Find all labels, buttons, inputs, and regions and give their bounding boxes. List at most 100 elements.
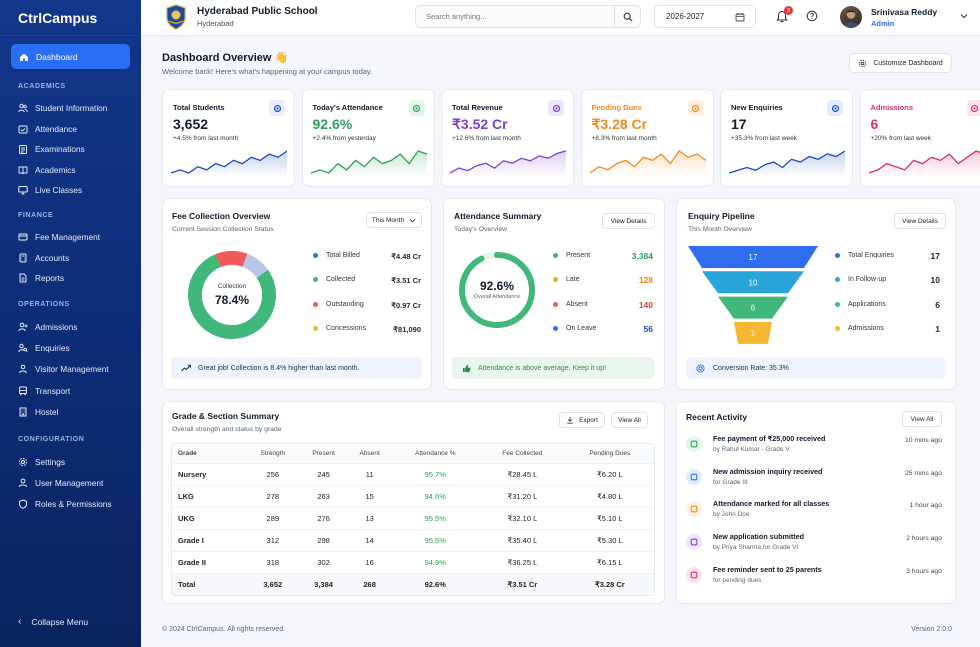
- search-input[interactable]: [416, 6, 606, 27]
- sidebar-item-reports[interactable]: Reports: [18, 271, 64, 285]
- kpi-card[interactable]: New Enquiries 17 +35.3% from last week: [720, 89, 853, 187]
- sidebar-item-hostel[interactable]: Hostel: [18, 405, 59, 419]
- table-cell: ₹28.45 L: [479, 462, 566, 485]
- table-cell: 278: [246, 484, 300, 507]
- help-icon[interactable]: [806, 10, 818, 22]
- sidebar-item-label: Accounts: [35, 253, 70, 263]
- kpi-card[interactable]: Total Students 3,652 +4.5% from last month: [162, 89, 295, 187]
- users-icon: [269, 100, 285, 116]
- sidebar-item-academics[interactable]: Academics: [18, 163, 76, 177]
- activity-item[interactable]: New application submitted by Priya Sharma…: [686, 532, 804, 551]
- top-bar: Hyderabad Public School Hyderabad 2026-2…: [141, 0, 980, 36]
- sidebar-item-settings[interactable]: Settings: [18, 455, 65, 469]
- table-row[interactable]: Nursery 256 245 11 95.7% ₹28.45 L ₹6.20 L: [172, 462, 654, 485]
- kpi-card[interactable]: Admissions 6 +20% from last week: [859, 89, 980, 187]
- activity-view-all-button[interactable]: View All: [902, 411, 942, 427]
- customize-dashboard-button[interactable]: Customize Dashboard: [849, 53, 952, 73]
- attendance-note-text: Attendance is above average. Keep it up!: [478, 364, 607, 372]
- sidebar-item-label: Visitor Management: [35, 364, 109, 374]
- table-cell: 94.9%: [391, 550, 480, 573]
- grade-table-header: Grade Strength Present Absent Attendance % Fe…: [172, 444, 654, 463]
- enquiry-view-details-button[interactable]: View Details: [894, 213, 946, 229]
- legend-dot: [313, 301, 318, 307]
- award-icon: [966, 100, 980, 116]
- sidebar-item-attendance[interactable]: Attendance: [18, 122, 77, 136]
- activity-time: 10 mins ago: [904, 437, 942, 444]
- chevron-down-icon[interactable]: [960, 12, 968, 20]
- alert-icon: [687, 100, 704, 116]
- collapse-menu-button[interactable]: ‹ Collapse Menu: [18, 616, 88, 627]
- fee-period-dropdown[interactable]: This Month: [366, 212, 422, 228]
- enquiry-legend-label: In Follow-up: [848, 276, 887, 284]
- sidebar-item-live-classes[interactable]: Live Classes: [18, 183, 82, 197]
- table-cell: 11: [347, 462, 392, 485]
- sidebar-item-transport[interactable]: Transport: [18, 384, 70, 398]
- sidebar-item-enquiries[interactable]: Enquiries: [18, 341, 70, 355]
- kpi-card[interactable]: Total Revenue ₹3.52 Cr +12.6% from last mo…: [441, 89, 574, 187]
- table-row[interactable]: Grade I 312 298 14 95.5% ₹35.40 L ₹5.30 L: [172, 528, 654, 551]
- search-button[interactable]: [614, 6, 640, 27]
- funnel-stage: [702, 271, 804, 294]
- sparkline-line: [868, 150, 980, 174]
- table-cell: 245: [299, 462, 348, 485]
- attendance-legend-label: Late: [566, 276, 580, 284]
- attendance-legend-value: 56: [643, 323, 653, 334]
- section-finance: FINANCE: [18, 212, 54, 219]
- activity-subtitle: by Rahul Kumar - Grade V: [713, 446, 790, 453]
- id-card-icon: [18, 364, 28, 374]
- sidebar-item-fee-management[interactable]: Fee Management: [18, 230, 100, 244]
- table-cell: Nursery: [172, 462, 247, 485]
- sidebar-item-roles-permissions[interactable]: Roles & Permissions: [18, 497, 112, 511]
- fee-period-value: This Month: [371, 216, 405, 224]
- table-cell: ₹35.40 L: [479, 528, 566, 551]
- kpi-value: ₹3.28 Cr: [591, 116, 648, 132]
- grade-view-all-button[interactable]: View All: [611, 412, 648, 428]
- table-cell: 15: [347, 484, 392, 507]
- sidebar-item-visitor-management[interactable]: Visitor Management: [18, 362, 109, 376]
- kpi-delta: +8.3% from last month: [591, 135, 657, 142]
- grade-card-title: Grade & Section Summary: [172, 411, 280, 421]
- table-row[interactable]: LKG 278 263 15 94.6% ₹31.20 L ₹4.80 L: [172, 484, 654, 507]
- sidebar-item-student-information[interactable]: Student Information: [18, 101, 107, 115]
- attendance-legend-label: Absent: [566, 300, 588, 308]
- sidebar-item-accounts[interactable]: Accounts: [18, 251, 69, 265]
- page-subtitle: Welcome back! Here's what's happening at…: [162, 67, 373, 76]
- legend-dot: [553, 325, 558, 331]
- sidebar-item-user-management[interactable]: User Management: [18, 476, 103, 490]
- app-logo[interactable]: CtrlCampus: [0, 0, 141, 36]
- table-row[interactable]: UKG 289 276 13 95.5% ₹32.10 L ₹5.10 L: [172, 506, 654, 529]
- fee-legend-item: Collected: [313, 276, 355, 283]
- customize-dashboard-label: Customize Dashboard: [873, 59, 943, 67]
- fee-legend-label: Outstanding: [326, 300, 364, 308]
- avatar[interactable]: [840, 6, 862, 28]
- export-label: Export: [579, 416, 598, 424]
- kpi-card[interactable]: Pending Dues ₹3.28 Cr +8.3% from last mont…: [580, 89, 714, 187]
- fee-donut-label: Collection: [217, 283, 247, 290]
- legend-dot: [313, 277, 318, 283]
- kpi-sparkline: [729, 150, 845, 177]
- kpi-sparkline: [450, 150, 566, 177]
- sidebar-item-examinations[interactable]: Examinations: [18, 142, 85, 156]
- kpi-value: 92.6%: [312, 116, 353, 132]
- shield-icon: [18, 499, 28, 509]
- table-row[interactable]: Grade II 318 302 16 94.9% ₹36.25 L ₹6.15 L: [172, 550, 654, 573]
- legend-dot: [313, 325, 318, 331]
- attendance-view-details-button[interactable]: View Details: [602, 213, 655, 229]
- sidebar-item-admissions[interactable]: Admissions: [18, 320, 77, 334]
- activity-item[interactable]: New admission inquiry received for Grade …: [686, 467, 822, 486]
- sidebar-item-label: Reports: [35, 273, 65, 283]
- thumbs-up-icon: [462, 364, 471, 372]
- conversion-rate-note: Conversion Rate: 35.3%: [686, 357, 945, 379]
- kpi-card[interactable]: Today's Attendance 92.6% +2.4% from yester…: [301, 89, 435, 187]
- activity-item[interactable]: Fee reminder sent to 25 parents for pendi…: [686, 565, 822, 584]
- academic-year-selector[interactable]: 2026-2027: [654, 5, 756, 28]
- export-button[interactable]: Export: [559, 412, 605, 428]
- activity-item[interactable]: Fee payment of ₹25,000 received by Rahul …: [686, 434, 825, 453]
- activity-item[interactable]: Attendance marked for all classes by John…: [686, 499, 829, 518]
- activity-subtitle: by John Doe: [713, 511, 750, 519]
- check-icon: [686, 436, 702, 452]
- sidebar-item-dashboard[interactable]: Dashboard: [11, 44, 130, 69]
- download-icon: [567, 416, 573, 424]
- home-icon: [19, 52, 29, 62]
- sidebar-item-label: Dashboard: [36, 51, 78, 62]
